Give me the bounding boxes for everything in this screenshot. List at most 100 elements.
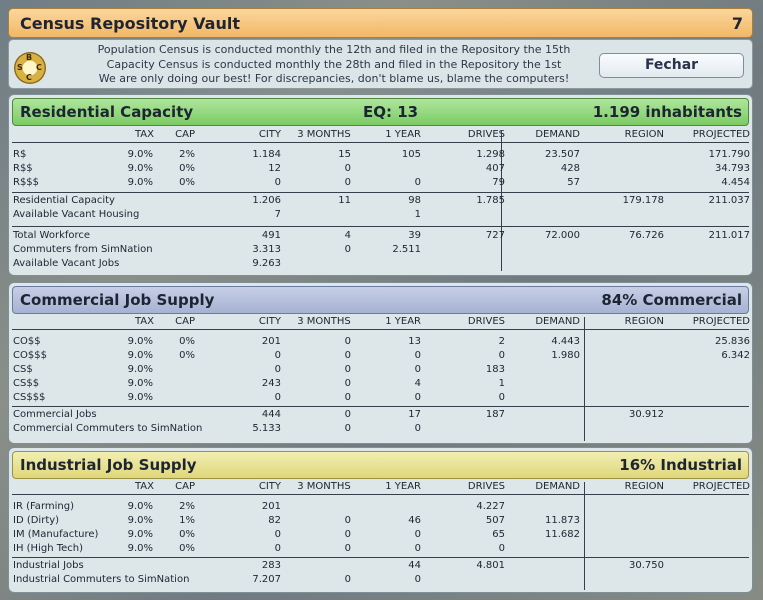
cell-demand: 4.443 bbox=[551, 336, 580, 347]
cell-demand: 72.000 bbox=[545, 230, 580, 241]
column-header-projected: PROJECTED bbox=[692, 316, 750, 327]
row-label: ID (Dirty) bbox=[13, 515, 60, 526]
cell-y1: 2.511 bbox=[392, 244, 421, 255]
cell-drives: 0 bbox=[498, 350, 505, 361]
cell-drives: 407 bbox=[485, 163, 505, 174]
cell-city: 201 bbox=[261, 501, 281, 512]
cell-drives: 4.227 bbox=[476, 501, 505, 512]
cell-m3: 0 bbox=[344, 378, 351, 389]
industrial-header: Industrial Job Supply 16% Industrial bbox=[12, 451, 749, 479]
column-header-m3: 3 MONTHS bbox=[297, 316, 351, 327]
cell-m3: 0 bbox=[344, 543, 351, 554]
row-label: CS$$$ bbox=[13, 392, 46, 403]
column-header-demand: DEMAND bbox=[535, 481, 580, 492]
cell-m3: 0 bbox=[344, 409, 351, 420]
window-title: Census Repository Vault bbox=[20, 14, 240, 33]
cell-m3: 11 bbox=[338, 195, 351, 206]
cell-tax: 9.0% bbox=[127, 529, 153, 540]
column-header-tax: TAX bbox=[134, 481, 154, 492]
window-title-bar[interactable]: Census Repository Vault 7 bbox=[8, 8, 753, 38]
census-note-capacity: Capacity Census is conducted monthly the… bbox=[106, 57, 562, 71]
residential-summary: 1.199 inhabitants bbox=[592, 103, 742, 121]
cell-city: 9.263 bbox=[252, 258, 281, 269]
cell-tax: 9.0% bbox=[127, 177, 153, 188]
cell-y1: 1 bbox=[414, 209, 421, 220]
column-header-demand: DEMAND bbox=[535, 316, 580, 327]
column-header-cap: CAP bbox=[175, 316, 195, 327]
row-label: Industrial Jobs bbox=[13, 560, 84, 571]
column-header-city: CITY bbox=[258, 481, 281, 492]
cell-city: 201 bbox=[261, 336, 281, 347]
cell-city: 0 bbox=[274, 364, 281, 375]
census-notes: Population Census is conducted monthly t… bbox=[79, 43, 589, 87]
column-header-y1: 1 YEAR bbox=[385, 481, 421, 492]
cell-city: 12 bbox=[268, 163, 281, 174]
section-divider bbox=[12, 406, 749, 407]
cell-y1: 0 bbox=[414, 392, 421, 403]
commercial-title: Commercial Job Supply bbox=[20, 291, 215, 309]
cell-m3: 0 bbox=[344, 364, 351, 375]
cell-y1: 0 bbox=[414, 574, 421, 585]
cell-drives: 79 bbox=[492, 177, 505, 188]
row-label: CS$ bbox=[13, 364, 33, 375]
column-header-drives: DRIVES bbox=[467, 316, 505, 327]
cell-m3: 0 bbox=[344, 515, 351, 526]
cell-m3: 0 bbox=[344, 350, 351, 361]
row-label: CO$$$ bbox=[13, 350, 47, 361]
cell-demand: 1.980 bbox=[551, 350, 580, 361]
row-label: Industrial Commuters to SimNation bbox=[13, 574, 190, 585]
cell-drives: 65 bbox=[492, 529, 505, 540]
cell-tax: 9.0% bbox=[127, 543, 153, 554]
column-header-demand: DEMAND bbox=[535, 129, 580, 140]
row-label: Total Workforce bbox=[13, 230, 91, 241]
column-header-m3: 3 MONTHS bbox=[297, 129, 351, 140]
cell-cap: 1% bbox=[179, 515, 195, 526]
industrial-summary: 16% Industrial bbox=[619, 456, 742, 474]
cell-y1: 0 bbox=[414, 529, 421, 540]
cell-cap: 2% bbox=[179, 149, 195, 160]
cell-y1: 0 bbox=[414, 350, 421, 361]
cell-city: 491 bbox=[261, 230, 281, 241]
cell-drives: 1.785 bbox=[476, 195, 505, 206]
cell-tax: 9.0% bbox=[127, 515, 153, 526]
row-label: CO$$ bbox=[13, 336, 41, 347]
cell-m3: 0 bbox=[344, 336, 351, 347]
close-button[interactable]: Fechar bbox=[599, 53, 744, 78]
cell-city: 7 bbox=[274, 209, 281, 220]
column-header-cap: CAP bbox=[175, 129, 195, 140]
cell-city: 444 bbox=[261, 409, 281, 420]
cell-y1: 105 bbox=[401, 149, 421, 160]
cell-city: 82 bbox=[268, 515, 281, 526]
header-divider bbox=[12, 494, 749, 495]
cell-y1: 44 bbox=[408, 560, 421, 571]
cell-city: 0 bbox=[274, 543, 281, 554]
cell-drives: 727 bbox=[485, 230, 505, 241]
cell-m3: 0 bbox=[344, 163, 351, 174]
cell-drives: 507 bbox=[485, 515, 505, 526]
cell-projected: 4.454 bbox=[721, 177, 750, 188]
cell-drives: 4.801 bbox=[476, 560, 505, 571]
column-header-drives: DRIVES bbox=[467, 129, 505, 140]
commercial-header: Commercial Job Supply 84% Commercial bbox=[12, 286, 749, 314]
column-header-m3: 3 MONTHS bbox=[297, 481, 351, 492]
row-label: R$ bbox=[13, 149, 27, 160]
section-divider bbox=[12, 557, 749, 558]
row-label: IR (Farming) bbox=[13, 501, 74, 512]
cell-y1: 0 bbox=[414, 177, 421, 188]
row-label: Available Vacant Housing bbox=[13, 209, 140, 220]
column-header-region: REGION bbox=[624, 129, 664, 140]
cell-region: 179.178 bbox=[622, 195, 664, 206]
cell-projected: 171.790 bbox=[708, 149, 750, 160]
cell-demand: 11.682 bbox=[545, 529, 580, 540]
row-label: IH (High Tech) bbox=[13, 543, 84, 554]
cell-m3: 0 bbox=[344, 392, 351, 403]
industrial-title: Industrial Job Supply bbox=[20, 456, 197, 474]
cell-y1: 17 bbox=[408, 409, 421, 420]
header-divider bbox=[12, 142, 749, 143]
row-label: CS$$ bbox=[13, 378, 40, 389]
cell-m3: 0 bbox=[344, 244, 351, 255]
cell-city: 283 bbox=[261, 560, 281, 571]
column-header-region: REGION bbox=[624, 481, 664, 492]
column-header-projected: PROJECTED bbox=[692, 481, 750, 492]
census-seal-icon: B S C C bbox=[14, 52, 46, 84]
